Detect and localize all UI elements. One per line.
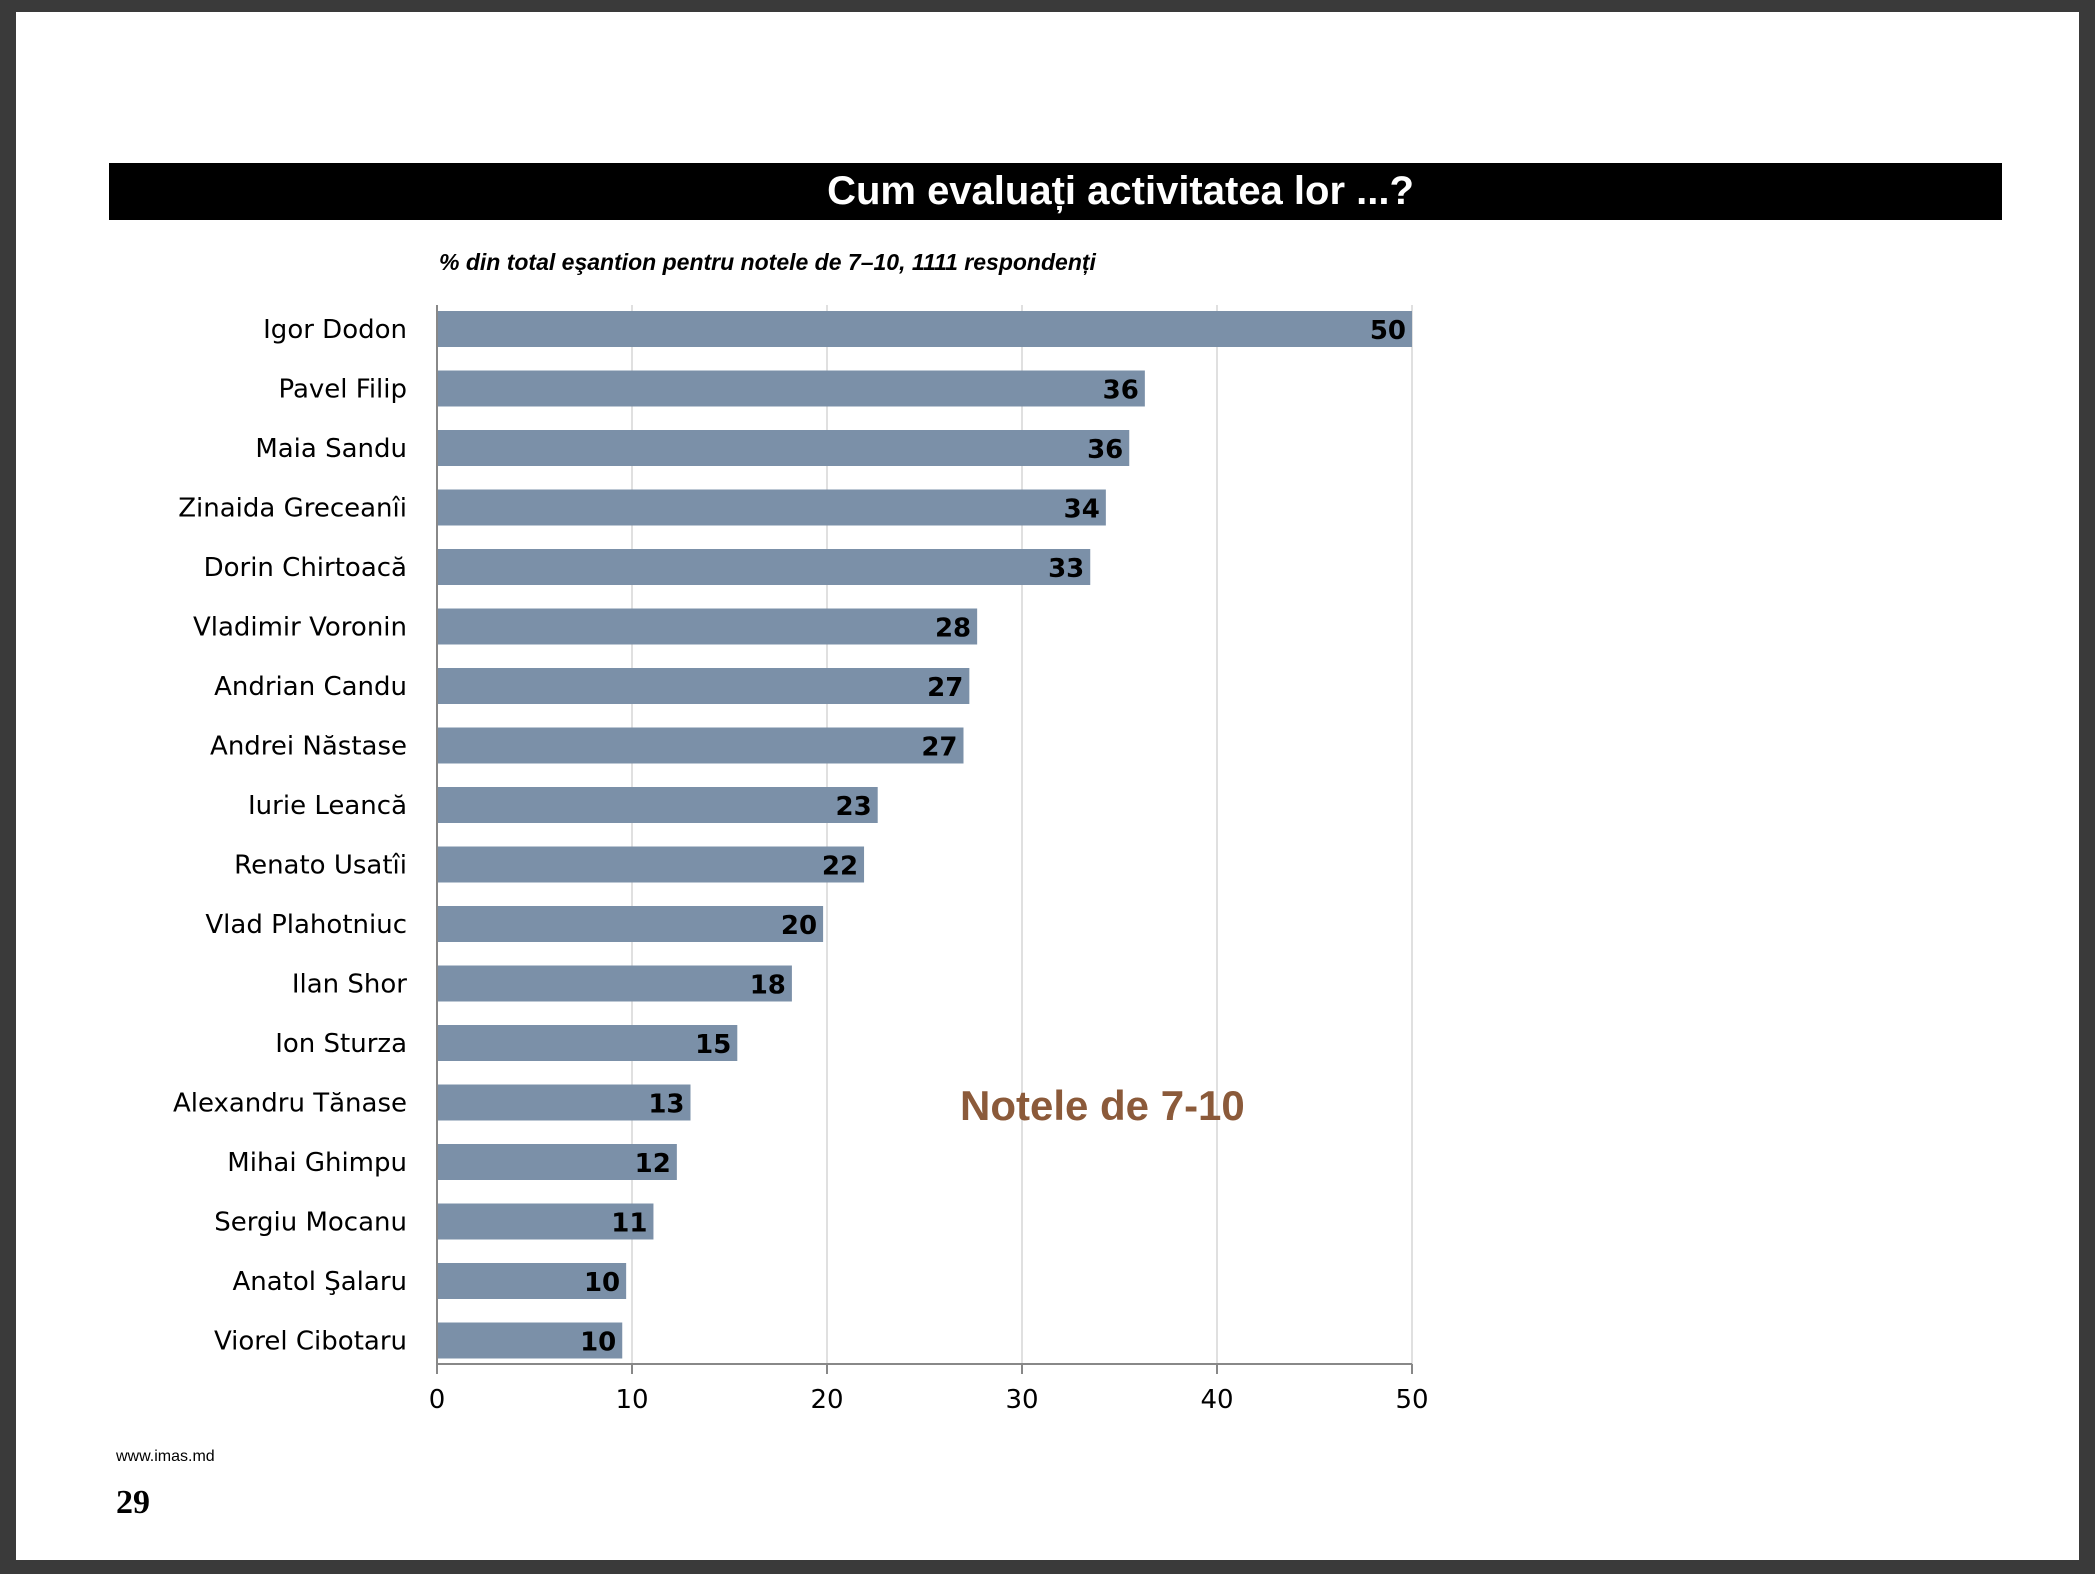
data-label: 10 <box>580 1328 616 1358</box>
category-label: Andrian Candu <box>214 672 407 702</box>
bar <box>437 311 1412 347</box>
category-label: Vladimir Voronin <box>193 613 407 643</box>
data-label: 15 <box>695 1030 731 1060</box>
bar-chart: Igor Dodon 50 Pavel Filip 36 Maia Sandu 36 Zin… <box>173 305 1429 1415</box>
bar <box>437 1025 738 1061</box>
category-label: Zinaida Greceanîi <box>178 494 407 524</box>
category-label: Renato Usatîi <box>234 851 407 881</box>
category-label: Pavel Filip <box>278 375 407 405</box>
data-label: 34 <box>1064 495 1100 525</box>
title-band: Cum evaluați activitatea lor ...? <box>109 163 2002 220</box>
x-tick-label: 0 <box>429 1385 446 1415</box>
bar <box>437 846 865 883</box>
category-label: Igor Dodon <box>263 315 407 345</box>
data-label: 36 <box>1087 435 1123 465</box>
category-label: Anatol Şalaru <box>232 1267 407 1297</box>
bar <box>437 965 792 1002</box>
bar <box>437 608 978 645</box>
category-label: Alexandru Tănase <box>173 1089 407 1119</box>
data-label: 50 <box>1370 316 1406 346</box>
bar <box>437 668 970 704</box>
data-label: 27 <box>927 673 963 703</box>
bar <box>437 549 1091 585</box>
category-label: Ilan Shor <box>292 970 407 1000</box>
x-tick-label: 40 <box>1200 1385 1233 1415</box>
data-label: 36 <box>1103 376 1139 406</box>
data-label: 33 <box>1048 554 1084 584</box>
category-label: Maia Sandu <box>255 434 407 464</box>
category-label: Dorin Chirtoacă <box>204 553 407 583</box>
chart-subtitle: % din total eşantion pentru notele de 7–… <box>439 249 1096 275</box>
bar <box>437 1203 654 1240</box>
footer-url: www.imas.md <box>116 1448 215 1465</box>
bar <box>437 906 824 942</box>
bar <box>437 1144 677 1180</box>
data-label: 23 <box>836 792 872 822</box>
category-label: Sergiu Mocanu <box>214 1208 407 1238</box>
data-label: 12 <box>635 1149 671 1179</box>
bar <box>437 430 1130 466</box>
data-label: 11 <box>611 1209 647 1239</box>
data-label: 13 <box>648 1090 684 1120</box>
category-label: Mihai Ghimpu <box>227 1148 407 1178</box>
data-label: 28 <box>935 614 971 644</box>
bar <box>437 1322 623 1359</box>
bar <box>437 1263 627 1299</box>
bar <box>437 787 878 823</box>
page-number: 29 <box>116 1484 150 1521</box>
x-tick-label: 20 <box>810 1385 843 1415</box>
chart-title: Cum evaluați activitatea lor ...? <box>827 169 1414 213</box>
bar <box>437 727 964 764</box>
x-tick-label: 50 <box>1395 1385 1428 1415</box>
x-tick-label: 10 <box>615 1385 648 1415</box>
data-label: 27 <box>921 733 957 763</box>
category-label: Andrei Năstase <box>210 732 407 762</box>
bar <box>437 370 1145 407</box>
bar <box>437 1084 691 1121</box>
x-tick-label: 30 <box>1005 1385 1038 1415</box>
data-label: 20 <box>781 911 817 941</box>
data-label: 22 <box>822 852 858 882</box>
category-label: Vlad Plahotniuc <box>205 910 407 940</box>
chart-annotation: Notele de 7-10 <box>960 1082 1245 1129</box>
category-label: Ion Sturza <box>275 1029 407 1059</box>
data-label: 18 <box>750 971 786 1001</box>
data-label: 10 <box>584 1268 620 1298</box>
slide-page: Cum evaluați activitatea lor ...? % din … <box>16 12 2079 1560</box>
category-label: Viorel Cibotaru <box>214 1327 407 1357</box>
bar <box>437 489 1106 526</box>
category-label: Iurie Leancă <box>248 791 407 821</box>
